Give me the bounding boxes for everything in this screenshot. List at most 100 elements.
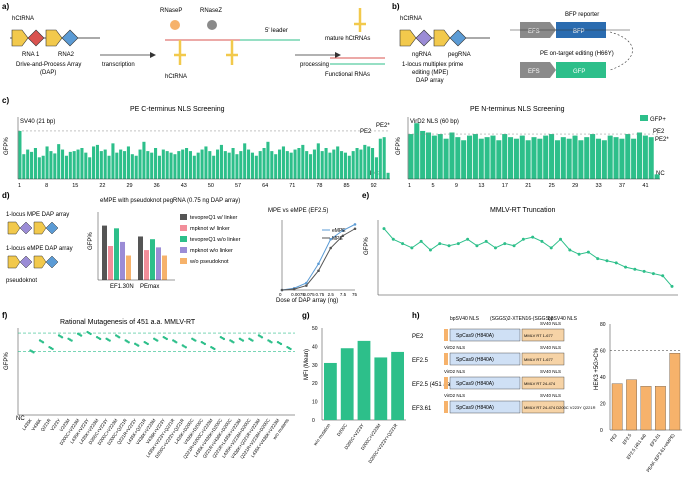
h-bar-ytick: 20 [600,402,606,408]
c-left-bar [45,146,49,179]
c-right-xtick: 13 [478,183,484,189]
c-right-bar [554,140,560,179]
c-left-bar [192,155,196,179]
e-point [503,242,507,246]
c-right-bar [595,138,601,179]
c-left-bar [274,154,278,179]
c-left-bar [231,148,235,179]
c-right-bar [648,137,654,179]
e-ylabel: GFP% [364,237,370,255]
f-point [146,342,149,346]
c-right-bar [560,137,566,179]
d-line-point [341,229,345,232]
c-left-xtick: 71 [289,183,295,189]
h-row-cas-box [449,328,521,342]
c-left-bar [305,151,309,179]
rna1-label: RNA 1 [22,52,40,58]
h-row-rt-box [521,376,565,390]
g-ytick: 20 [312,381,318,387]
c-right-bar [519,135,525,179]
c-left-bar [278,149,282,179]
c-right-bar [472,134,478,179]
rnasep-label: RNaseP [160,8,182,14]
c-left-bar [297,148,301,179]
c-left-xtick: 8 [45,183,48,189]
c-left-bar [161,149,165,179]
c-left-bar [92,146,96,179]
c-right-bar [461,140,467,179]
d-line-xtick: 0.075 [303,292,315,297]
hctrna-pentagon-1 [11,29,29,47]
g-ytick: 40 [312,344,318,350]
c-left-bar [134,155,138,179]
d-line-point [292,287,296,291]
c-right-bar [478,138,484,179]
h-row-rt-label: MMLV RT 1-677 [524,333,554,338]
c-left-bar [37,157,41,179]
f-point [232,341,235,344]
g-bar [391,351,404,420]
d-line-point [329,237,332,241]
c-left-bar [320,151,324,179]
g-bar [324,362,337,420]
e-point [568,248,572,252]
c-left-bar [328,152,332,179]
c-right-bar [654,174,660,179]
b-pegrna-label: pegRNA [448,52,471,58]
c-left-ylabel: GFP% [4,137,10,155]
c-left-xtick: 15 [72,183,78,189]
c-right-xtick: 29 [572,183,578,189]
d-group-1: EF1.30N [110,284,134,290]
h-row-name: PE2 [412,334,424,340]
d-legend-swatch [180,236,187,242]
h-row-nls-box [444,353,448,365]
d-legend-swatch [180,225,187,231]
f-point [184,346,187,349]
c-right-bar [496,140,502,179]
e-point [661,274,665,278]
h-rows: PE2 SpCas9 (H840A) MMLV RT 1-677 SV40 NLS EF… [412,321,596,414]
c-left-bar [185,148,189,179]
c-right-xtick: 9 [455,183,458,189]
c-left-bar [154,148,158,179]
h-row-nls-right: SV40 NLS [540,321,561,326]
e-point [391,237,395,241]
d-legend-label: tevopreQ1 w/o linker [190,237,241,243]
h-row-nls-left: VirD2 NLS [444,345,465,350]
g-ytick: 30 [312,363,318,369]
c-left-bar [103,149,107,179]
dap-title-1: Drive-and-Process Array [16,62,81,68]
d-bar [138,236,143,280]
f-point [127,341,130,344]
d-empe-pentagon [7,255,21,269]
c-left-bar [157,155,161,179]
c-left-bar [351,151,355,179]
c-right-bar [437,134,443,179]
c-left-bar [386,172,390,179]
g-xlabel: D200C+V223Y+Q221R [367,422,399,464]
g-ytick: 0 [312,418,315,424]
d-bar [102,225,107,280]
c-right-bar [525,140,531,179]
c-left-bar [204,146,208,179]
hctrna-top-label: hCtRNA [12,16,34,22]
c-right-bar [613,137,619,179]
e-point [401,242,405,246]
d-bar-title: eMPE with pseudoknot pegRNA (0.75 ng DAP… [100,198,240,204]
d-empe-diamond [19,255,33,269]
c-right-bar [414,123,420,179]
h-row-rt-box [521,352,565,366]
hctrna-mid-label: hCtRNA [165,74,187,80]
c-left-bar [247,149,251,179]
f-ylabel: GFP% [4,352,10,370]
h-row-cas-label: SpCas9 (H840A) [456,333,494,339]
c-left-bar [173,154,177,179]
h-bar-ylabel: HEK3 +5G>C% [594,347,600,390]
c-left-pe2: PE2 [360,129,372,135]
d-line-point [305,281,308,285]
h-row-nls-right: SV40 NLS [540,369,561,374]
e-point [493,246,497,250]
g-xlabel: D200C [336,422,349,437]
c-left-ticks: 1 8 15 22 29 36 43 50 57 64 71 78 85 92 [18,183,377,189]
c-left-bar [340,151,344,179]
